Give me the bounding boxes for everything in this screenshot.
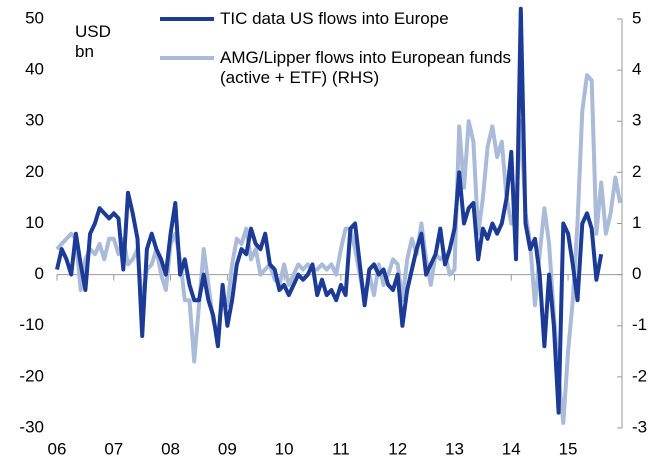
series-line — [55, 6, 604, 415]
y2-tick-label: 1 — [632, 213, 641, 232]
y2-tick-label: -1 — [632, 315, 647, 334]
x-tick-label: 09 — [218, 439, 237, 458]
x-tick-label: 10 — [275, 439, 294, 458]
y-tick-label: 50 — [25, 8, 44, 27]
y-tick-label: -20 — [19, 366, 44, 385]
y-tick-label: 20 — [25, 162, 44, 181]
x-tick-label: 11 — [332, 439, 350, 458]
y2-tick-label: 5 — [632, 8, 641, 27]
y-tick-label: 10 — [25, 213, 44, 232]
y2-tick-label: 2 — [632, 162, 641, 181]
y2-tick-label: 0 — [632, 264, 641, 283]
x-tick-label: 06 — [48, 439, 67, 458]
x-tick-label: 14 — [502, 439, 521, 458]
y2-tick-label: 4 — [632, 60, 641, 79]
y-tick-label: 40 — [25, 60, 44, 79]
x-tick-label: 12 — [388, 439, 407, 458]
y-tick-label: -10 — [19, 315, 44, 334]
x-tick-label: 15 — [559, 439, 578, 458]
legend-label: AMG/Lipper flows into European funds (ac… — [220, 48, 512, 87]
x-tick-label: 13 — [445, 439, 464, 458]
x-tick-label: 07 — [104, 439, 123, 458]
y2-tick-label: 3 — [632, 111, 641, 130]
y-axis-label: USD bn — [75, 22, 111, 61]
y2-tick-label: -2 — [632, 366, 647, 385]
legend-label: TIC data US flows into Europe — [220, 9, 449, 28]
y-tick-label: 0 — [35, 264, 44, 283]
y-tick-label: 30 — [25, 111, 44, 130]
y-tick-label: -30 — [19, 417, 44, 436]
x-tick-label: 08 — [161, 439, 180, 458]
y2-tick-label: -3 — [632, 417, 647, 436]
